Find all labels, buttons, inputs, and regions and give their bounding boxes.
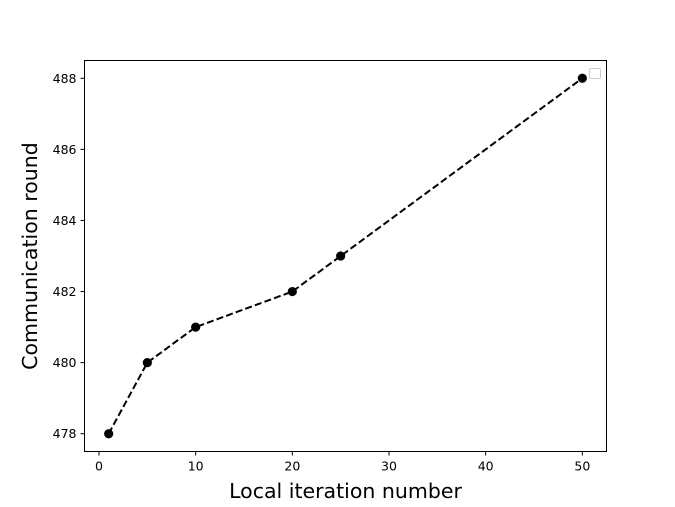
data-point-marker	[191, 322, 201, 332]
y-tick-label: 478	[53, 426, 77, 441]
x-tick-label: 30	[381, 459, 397, 474]
data-point-marker	[104, 429, 114, 439]
x-tick-label: 20	[284, 459, 300, 474]
series-layer	[104, 73, 587, 439]
series-line	[107, 77, 583, 435]
x-tick-label: 50	[574, 459, 590, 474]
y-tick-label: 480	[53, 355, 77, 370]
x-tick-label: 40	[478, 459, 494, 474]
y-tick-label: 486	[53, 142, 77, 157]
x-axis-ticks: 0 10 20 30 40 50	[95, 451, 590, 474]
legend	[589, 68, 601, 79]
y-axis-ticks: 478 480 482 484 486 488	[53, 71, 85, 441]
data-point-marker	[142, 358, 152, 368]
y-axis-title: Communication round	[18, 142, 42, 370]
data-point-marker	[577, 73, 587, 83]
data-point-marker	[287, 286, 297, 297]
legend-box	[589, 68, 601, 79]
data-point-marker	[336, 251, 346, 261]
x-axis-title: Local iteration number	[229, 479, 462, 503]
x-tick-label: 10	[188, 459, 204, 474]
y-tick-label: 488	[53, 71, 77, 86]
x-tick-label: 0	[95, 459, 103, 474]
y-tick-label: 484	[53, 213, 77, 228]
plot-area-frame	[84, 60, 607, 452]
y-tick-label: 482	[53, 284, 77, 299]
